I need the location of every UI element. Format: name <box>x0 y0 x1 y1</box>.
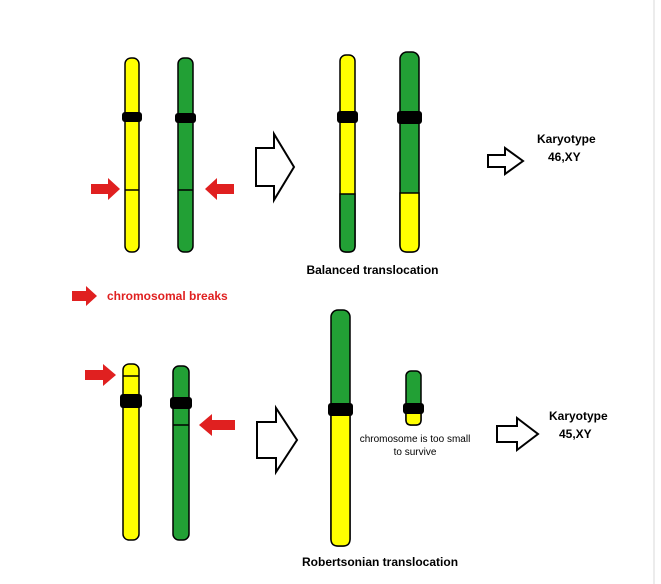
karyotype-title-top: Karyotype <box>537 132 596 146</box>
chromosome-robertsonian-fused <box>328 309 353 547</box>
red-arrow-icon <box>199 414 235 436</box>
centromere <box>170 397 192 409</box>
centromere <box>397 111 422 124</box>
hollow-arrow-icon <box>487 146 525 176</box>
red-arrow-icon <box>205 178 234 200</box>
centromere <box>122 112 142 122</box>
red-arrow-icon <box>91 178 120 200</box>
red-arrow-icon <box>72 286 97 306</box>
hollow-arrow-icon <box>255 130 296 204</box>
chromosome-green-before-2 <box>170 365 192 541</box>
centromere <box>328 403 353 416</box>
centromere <box>337 111 358 123</box>
karyotype-value-top: 46,XY <box>548 150 581 164</box>
legend-label: chromosomal breaks <box>107 289 228 303</box>
balanced-translocation-caption: Balanced translocation <box>306 263 439 277</box>
too-small-note: chromosome is too small to survive <box>359 434 471 458</box>
chromosome-small-lost <box>403 370 424 426</box>
chromosome-derivative-1 <box>337 54 358 253</box>
karyotype-value-bottom: 45,XY <box>559 427 592 441</box>
karyotype-title-bottom: Karyotype <box>549 409 608 423</box>
centromere <box>175 113 196 123</box>
hollow-arrow-icon <box>496 415 540 453</box>
chromosome-derivative-2 <box>397 51 422 253</box>
chromosome-yellow-before <box>122 57 142 253</box>
red-arrow-icon <box>85 364 116 386</box>
chromosome-green-before <box>175 57 196 253</box>
hollow-arrow-icon <box>256 404 299 476</box>
chromosome-yellow-before-2 <box>120 363 142 541</box>
centromere <box>403 403 424 414</box>
centromere <box>120 394 142 408</box>
robertsonian-translocation-caption: Robertsonian translocation <box>302 555 459 569</box>
